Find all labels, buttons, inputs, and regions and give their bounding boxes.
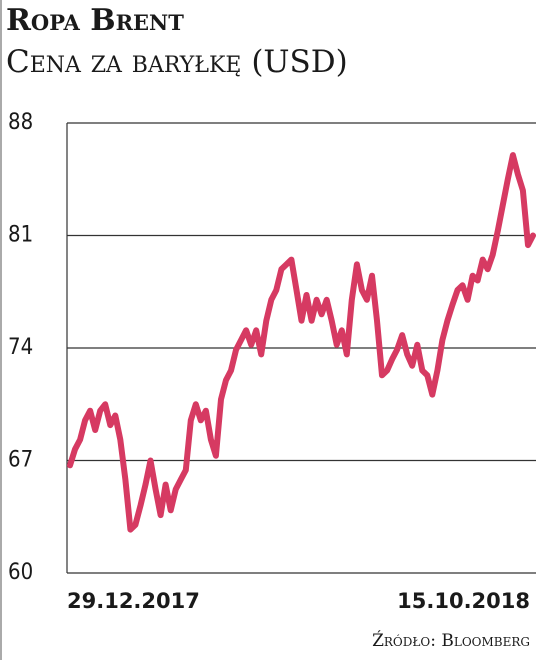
y-tick-label: 88	[8, 110, 33, 135]
price-line	[67, 152, 536, 533]
chart-title: Ropa Brent	[6, 3, 184, 38]
chart-subtitle: Cena za baryłkę (USD)	[6, 44, 348, 80]
y-tick-label: 74	[8, 335, 33, 360]
source: Źródło: Bloomberg	[372, 630, 530, 651]
y-tick-label: 67	[8, 448, 33, 473]
x-tick-label: 15.10.2018	[397, 589, 530, 613]
y-tick-label: 81	[8, 223, 33, 248]
y-tick-label: 60	[8, 560, 33, 585]
x-tick-label: 29.12.2017	[67, 589, 200, 613]
